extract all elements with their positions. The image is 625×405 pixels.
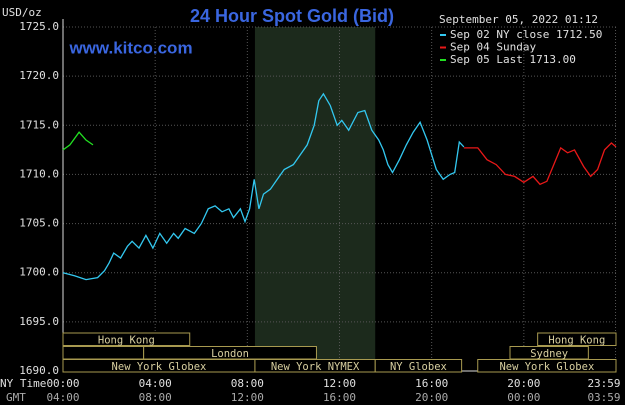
session-label: Hong Kong — [98, 334, 155, 346]
x2-tick-label: 08:00 — [139, 391, 172, 404]
session-label: New York Globex — [112, 361, 207, 373]
legend-label: Sep 02 NY close 1712.50 — [450, 28, 602, 41]
x2-tick-label: 16:00 — [323, 391, 356, 404]
x2-tick-label: 12:00 — [231, 391, 264, 404]
session-label: NY Globex — [390, 361, 447, 373]
price-line — [62, 131, 94, 151]
price-line — [62, 92, 465, 281]
x2-axis-label: GMT — [6, 391, 26, 404]
x-tick-label: 16:00 — [415, 377, 448, 390]
y-tick-label: 1690.0 — [19, 364, 59, 377]
timestamp: September 05, 2022 01:12 — [439, 13, 598, 26]
y-tick-label: 1710.0 — [19, 167, 59, 180]
site-label: www.kitco.com — [68, 38, 192, 57]
session-label: New York NYMEX — [271, 361, 360, 373]
session-label: London — [211, 348, 249, 360]
x2-tick-label: 00:00 — [507, 391, 540, 404]
y-tick-label: 1700.0 — [19, 266, 59, 279]
y-tick-label: 1720.0 — [19, 69, 59, 82]
y-tick-label: 1695.0 — [19, 315, 59, 328]
session-label: Sydney — [530, 348, 568, 360]
session-label: New York Globex — [499, 361, 594, 373]
x-tick-label: 20:00 — [507, 377, 540, 390]
y-tick-label: 1725.0 — [19, 20, 59, 33]
session-box — [477, 359, 617, 373]
legend-label: Sep 05 Last 1713.00 — [450, 53, 576, 66]
x-axis-label: NY Time — [0, 377, 46, 390]
x2-tick-label: 04:00 — [46, 391, 79, 404]
session-shade — [254, 27, 376, 371]
session-box — [62, 332, 191, 346]
chart-title: 24 Hour Spot Gold (Bid) — [190, 6, 394, 26]
price-line — [463, 142, 617, 186]
x2-tick-label: 03:59 — [587, 391, 620, 404]
session-box — [374, 359, 463, 373]
y-tick-label: 1705.0 — [19, 217, 59, 230]
x2-tick-label: 20:00 — [415, 391, 448, 404]
x-tick-label: 23:59 — [587, 377, 620, 390]
x-tick-label: 08:00 — [231, 377, 264, 390]
session-box — [62, 346, 145, 360]
x-tick-label: 04:00 — [139, 377, 172, 390]
y-tick-label: 1715.0 — [19, 118, 59, 131]
session-label: Hong Kong — [548, 334, 605, 346]
session-box — [537, 332, 617, 346]
x-tick-label: 12:00 — [323, 377, 356, 390]
x-tick-label: 00:00 — [46, 377, 79, 390]
y-axis-label: USD/oz — [2, 6, 42, 19]
legend-label: Sep 04 Sunday — [450, 41, 536, 54]
